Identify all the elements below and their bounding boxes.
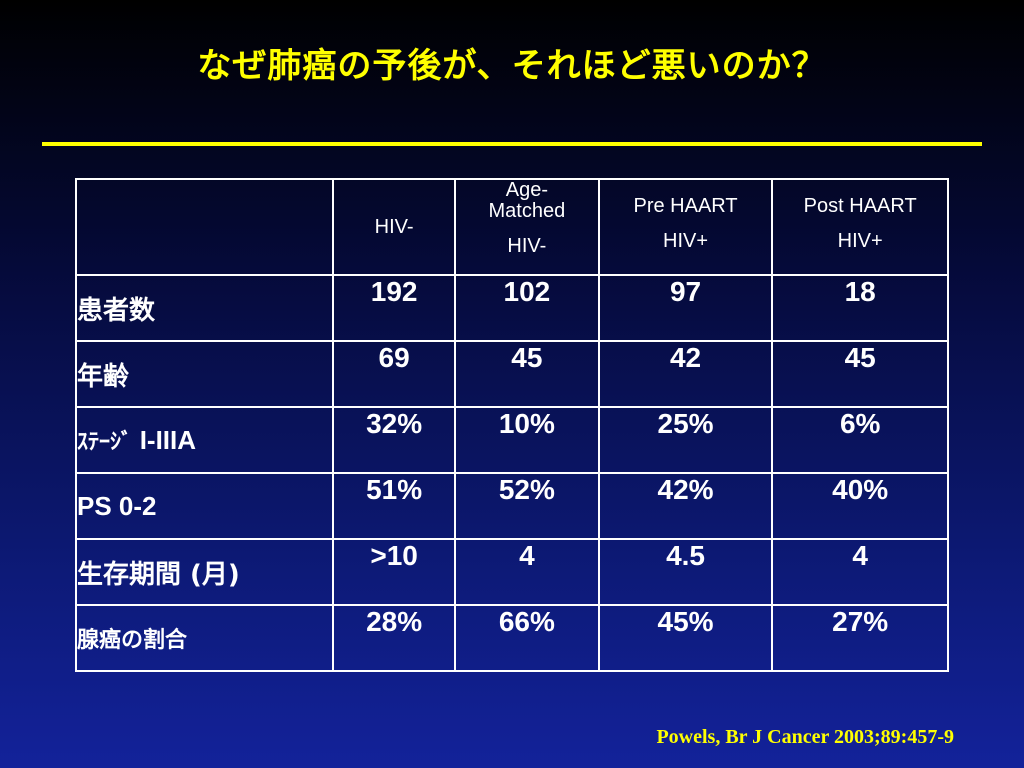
table-row: 腺癌の割合 28% 66% 45% 27%: [74, 604, 949, 672]
table-cell: 45: [771, 340, 949, 408]
table-cell: 28%: [332, 604, 456, 672]
table-cell: 10%: [454, 406, 600, 474]
table-cell: 32%: [332, 406, 456, 474]
row-label-adenocarcinoma: 腺癌の割合: [74, 604, 335, 672]
row-label-stage-prefix: ｽﾃｰｼﾞ: [77, 430, 133, 455]
citation: Powels, Br J Cancer 2003;89:457-9: [656, 726, 954, 748]
header-empty-cell: [74, 178, 335, 276]
table-cell: 192: [332, 274, 456, 342]
table-cell: 51%: [332, 472, 456, 540]
table-row: ｽﾃｰｼﾞ I-IIIA 32% 10% 25% 6%: [74, 406, 949, 474]
header-post-haart: Post HAART HIV+: [771, 178, 949, 276]
table-cell: 42: [597, 340, 774, 408]
table-cell: 66%: [454, 604, 600, 672]
row-label-survival: 生存期間 (月): [74, 538, 335, 606]
table-cell: 102: [454, 274, 600, 342]
header-age-matched-line2: Matched: [488, 200, 566, 222]
header-age-matched: Age- Matched HIV-: [454, 178, 600, 276]
table-row: 生存期間 (月) >10 4 4.5 4: [74, 538, 949, 606]
header-age-matched-line1: Age-: [505, 179, 548, 201]
table-header-row: HIV- Age- Matched HIV- Pre HAART HIV+ Po…: [74, 178, 949, 276]
table-cell: >10: [332, 538, 456, 606]
table-cell: 42%: [597, 472, 774, 540]
row-label-age: 年齢: [74, 340, 335, 408]
table-cell: 25%: [597, 406, 774, 474]
row-label-ps: PS 0-2: [74, 472, 335, 540]
table-cell: 27%: [771, 604, 949, 672]
table-row: PS 0-2 51% 52% 42% 40%: [74, 472, 949, 540]
table-cell: 18: [771, 274, 949, 342]
row-label-stage-suffix: I-IIIA: [139, 425, 197, 455]
table-row: 年齢 69 45 42 45: [74, 340, 949, 408]
header-hiv-neg: HIV-: [332, 178, 456, 276]
table-cell: 40%: [771, 472, 949, 540]
header-post-haart-line1: Post HAART: [803, 195, 917, 217]
header-hiv-neg-label: HIV-: [374, 215, 414, 238]
table-cell: 45%: [597, 604, 774, 672]
table-cell: 52%: [454, 472, 600, 540]
row-label-stage: ｽﾃｰｼﾞ I-IIIA: [74, 406, 335, 474]
header-pre-haart-line1: Pre HAART: [633, 195, 738, 217]
comparison-table: HIV- Age- Matched HIV- Pre HAART HIV+ Po…: [74, 178, 949, 672]
table-cell: 4: [454, 538, 600, 606]
header-pre-haart: Pre HAART HIV+: [597, 178, 774, 276]
table-cell: 45: [454, 340, 600, 408]
row-label-patients: 患者数: [74, 274, 335, 342]
table-cell: 4: [771, 538, 949, 606]
header-post-haart-line2: HIV+: [837, 230, 883, 252]
table-cell: 6%: [771, 406, 949, 474]
table-cell: 69: [332, 340, 456, 408]
title-underline: [42, 142, 982, 146]
table-cell: 4.5: [597, 538, 774, 606]
table-cell: 97: [597, 274, 774, 342]
header-pre-haart-line2: HIV+: [663, 230, 709, 252]
slide-title: なぜ肺癌の予後が、それほど悪いのか？: [197, 46, 827, 86]
header-age-matched-line3: HIV-: [507, 235, 547, 257]
table-row: 患者数 192 102 97 18: [74, 274, 949, 342]
